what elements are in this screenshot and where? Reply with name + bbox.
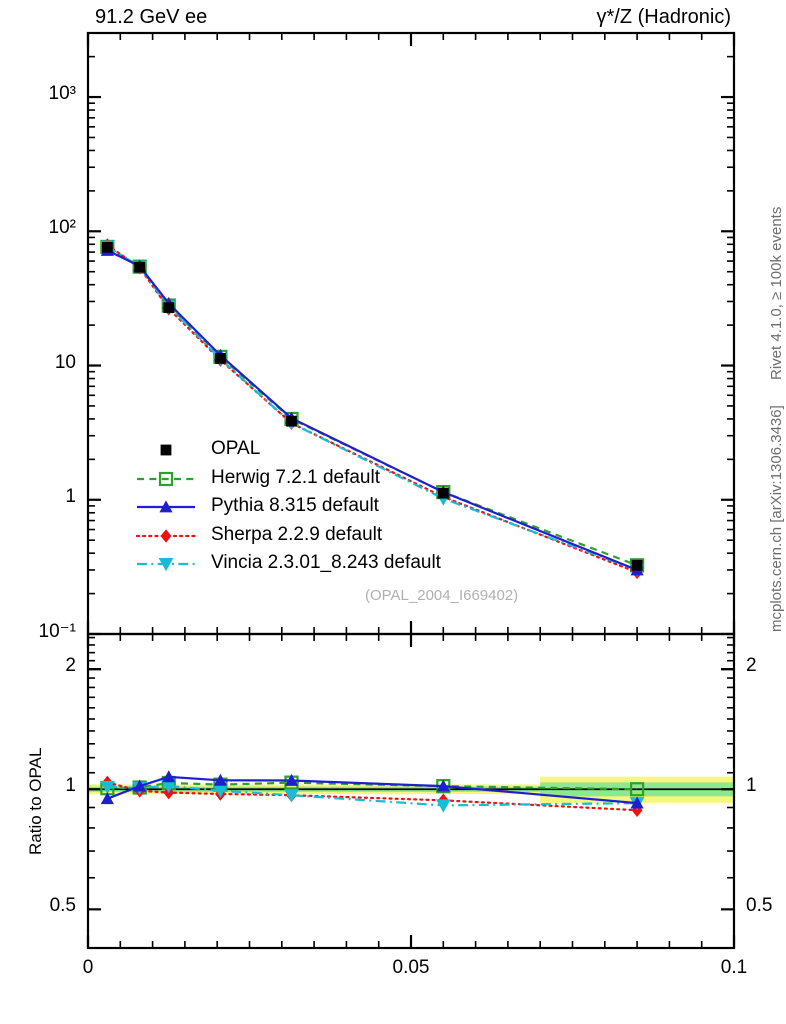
- main-series-opal: [101, 241, 643, 571]
- ratio-y-tick-label-left-2: 0.5: [49, 895, 76, 917]
- analysis-watermark: (OPAL_2004_I669402): [365, 587, 519, 604]
- y-tick-label-4: 10⁻¹: [38, 621, 77, 642]
- ratio-y-tick-label-left-1: 1: [65, 775, 76, 797]
- legend-label-herwig: Herwig 7.2.1 default: [211, 466, 380, 488]
- legend-marker-pythia: [137, 500, 195, 513]
- legend-marker-vincia: [137, 558, 195, 572]
- header-right-label: γ*/Z (Hadronic): [596, 6, 731, 28]
- legend-marker-sherpa: [135, 528, 197, 543]
- ratio-y-tick-label-left-0: 2: [65, 655, 76, 677]
- y-tick-label-1: 10²: [48, 217, 76, 239]
- ratio-series-pythia: [100, 770, 644, 809]
- legend-label-sherpa: Sherpa 2.2.9 default: [211, 523, 383, 545]
- legend-label-opal: OPAL: [211, 438, 261, 459]
- legend-label-pythia: Pythia 8.315 default: [211, 495, 379, 516]
- header-left-label: 91.2 GeV ee: [95, 6, 208, 28]
- ratio-y-tick-label-right-2: 0.5: [746, 895, 773, 917]
- legend-marker-herwig: [137, 471, 195, 486]
- x-tick-label-0: 0: [82, 957, 94, 978]
- main-series-herwig: [100, 239, 645, 573]
- legend-label-vincia: Vincia 2.3.01_8.243 default: [211, 552, 441, 573]
- legend-marker-opal: [160, 444, 172, 456]
- y-tick-label-2: 10: [54, 351, 76, 373]
- y-tick-label-0: 10³: [48, 83, 76, 105]
- ratio-y-tick-label-right-0: 2: [746, 655, 757, 677]
- y-tick-label-3: 1: [65, 485, 76, 507]
- ratio-y-tick-label-right-1: 1: [746, 775, 757, 797]
- x-tick-label-2: 0.1: [720, 957, 748, 978]
- x-tick-label-1: 0.05: [392, 957, 430, 978]
